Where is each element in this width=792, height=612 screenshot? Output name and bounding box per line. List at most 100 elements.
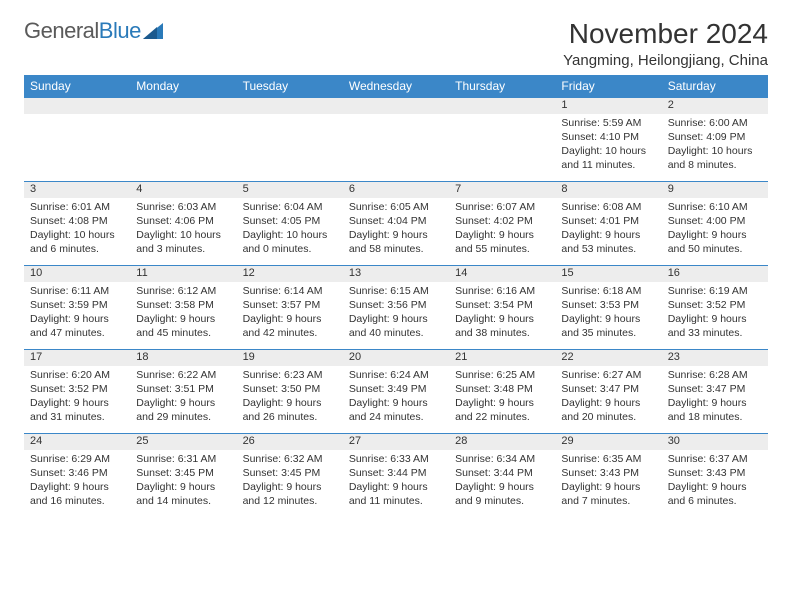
day-number-cell: 14: [449, 266, 555, 282]
day-number-cell: [343, 98, 449, 114]
logo-text-1: General: [24, 18, 99, 44]
day-number-cell: 21: [449, 350, 555, 366]
sunset-text: Sunset: 3:51 PM: [136, 382, 230, 396]
daylight-text: Daylight: 9 hours and 22 minutes.: [455, 396, 549, 424]
daylight-text: Daylight: 9 hours and 50 minutes.: [668, 228, 762, 256]
daylight-text: Daylight: 10 hours and 8 minutes.: [668, 144, 762, 172]
weekday-header-row: SundayMondayTuesdayWednesdayThursdayFrid…: [24, 75, 768, 98]
day-number-cell: [237, 98, 343, 114]
day-info-cell: Sunrise: 6:10 AMSunset: 4:00 PMDaylight:…: [662, 198, 768, 266]
day-info-cell: Sunrise: 6:03 AMSunset: 4:06 PMDaylight:…: [130, 198, 236, 266]
location-label: Yangming, Heilongjiang, China: [563, 52, 768, 69]
sunset-text: Sunset: 4:04 PM: [349, 214, 443, 228]
sunset-text: Sunset: 4:02 PM: [455, 214, 549, 228]
day-number-cell: 20: [343, 350, 449, 366]
sunset-text: Sunset: 3:59 PM: [30, 298, 124, 312]
day-number-cell: 16: [662, 266, 768, 282]
day-info-cell: Sunrise: 6:33 AMSunset: 3:44 PMDaylight:…: [343, 450, 449, 518]
day-info-row: Sunrise: 6:11 AMSunset: 3:59 PM Daylight:…: [24, 282, 768, 350]
day-number-cell: [24, 98, 130, 114]
sunrise-text: Sunrise: 6:19 AM: [668, 284, 762, 298]
day-number-cell: 3: [24, 182, 130, 198]
sunrise-text: Sunrise: 6:25 AM: [455, 368, 549, 382]
day-info-cell: Sunrise: 6:37 AMSunset: 3:43 PMDaylight:…: [662, 450, 768, 518]
sunrise-text: Sunrise: 6:11 AM: [30, 284, 124, 298]
sunset-text: Sunset: 3:47 PM: [668, 382, 762, 396]
sunrise-text: Sunrise: 6:37 AM: [668, 452, 762, 466]
sunrise-text: Sunrise: 6:20 AM: [30, 368, 124, 382]
month-title: November 2024: [563, 18, 768, 50]
day-info-cell: [130, 114, 236, 182]
day-info-cell: Sunrise: 6:04 AMSunset: 4:05 PMDaylight:…: [237, 198, 343, 266]
day-number-cell: 18: [130, 350, 236, 366]
sunset-text: Sunset: 3:56 PM: [349, 298, 443, 312]
sunrise-text: Sunrise: 6:27 AM: [561, 368, 655, 382]
day-info-cell: Sunrise: 6:05 AMSunset: 4:04 PMDaylight:…: [343, 198, 449, 266]
sunset-text: Sunset: 3:49 PM: [349, 382, 443, 396]
daylight-text: Daylight: 9 hours and 12 minutes.: [243, 480, 337, 508]
daylight-text: Daylight: 9 hours and 7 minutes.: [561, 480, 655, 508]
sunrise-text: Sunrise: 6:28 AM: [668, 368, 762, 382]
day-info-cell: Sunrise: 6:24 AMSunset: 3:49 PMDaylight:…: [343, 366, 449, 434]
daylight-text: Daylight: 9 hours and 6 minutes.: [668, 480, 762, 508]
sunrise-text: Sunrise: 6:29 AM: [30, 452, 124, 466]
sunrise-text: Sunrise: 6:03 AM: [136, 200, 230, 214]
title-block: November 2024 Yangming, Heilongjiang, Ch…: [563, 18, 768, 69]
sunset-text: Sunset: 4:08 PM: [30, 214, 124, 228]
sunset-text: Sunset: 3:44 PM: [455, 466, 549, 480]
daylight-text: Daylight: 9 hours and 31 minutes.: [30, 396, 124, 424]
day-info-cell: [343, 114, 449, 182]
daylight-text: Daylight: 9 hours and 14 minutes.: [136, 480, 230, 508]
day-info-row: Sunrise: 6:29 AMSunset: 3:46 PMDaylight:…: [24, 450, 768, 518]
day-info-cell: Sunrise: 6:35 AMSunset: 3:43 PMDaylight:…: [555, 450, 661, 518]
day-info-cell: Sunrise: 6:16 AMSunset: 3:54 PMDaylight:…: [449, 282, 555, 350]
day-number-cell: 6: [343, 182, 449, 198]
day-number-cell: 8: [555, 182, 661, 198]
day-info-cell: Sunrise: 6:32 AMSunset: 3:45 PMDaylight:…: [237, 450, 343, 518]
sunset-text: Sunset: 3:52 PM: [668, 298, 762, 312]
weekday-header: Thursday: [449, 75, 555, 98]
day-number-cell: 13: [343, 266, 449, 282]
sunrise-text: Sunrise: 5:59 AM: [561, 116, 655, 130]
day-number-cell: 23: [662, 350, 768, 366]
day-number-cell: 5: [237, 182, 343, 198]
daylight-text: Daylight: 9 hours and 9 minutes.: [455, 480, 549, 508]
sunset-text: Sunset: 3:52 PM: [30, 382, 124, 396]
sunset-text: Sunset: 3:43 PM: [561, 466, 655, 480]
day-info-cell: Sunrise: 6:29 AMSunset: 3:46 PMDaylight:…: [24, 450, 130, 518]
daylight-text: Daylight: 9 hours and 20 minutes.: [561, 396, 655, 424]
sunset-text: Sunset: 3:45 PM: [136, 466, 230, 480]
sunset-text: Sunset: 3:45 PM: [243, 466, 337, 480]
day-info-row: Sunrise: 5:59 AMSunset: 4:10 PMDaylight:…: [24, 114, 768, 182]
day-number-cell: 11: [130, 266, 236, 282]
sunrise-text: Sunrise: 6:10 AM: [668, 200, 762, 214]
day-number-cell: 29: [555, 434, 661, 450]
sunrise-text: Sunrise: 6:18 AM: [561, 284, 655, 298]
sunset-text: Sunset: 3:53 PM: [561, 298, 655, 312]
weekday-header: Wednesday: [343, 75, 449, 98]
day-info-cell: [237, 114, 343, 182]
day-number-cell: 4: [130, 182, 236, 198]
sunrise-text: Sunrise: 6:08 AM: [561, 200, 655, 214]
day-number-cell: 26: [237, 434, 343, 450]
day-info-cell: Sunrise: 5:59 AMSunset: 4:10 PMDaylight:…: [555, 114, 661, 182]
sunset-text: Sunset: 4:06 PM: [136, 214, 230, 228]
sunset-text: Sunset: 4:05 PM: [243, 214, 337, 228]
day-info-cell: Sunrise: 6:22 AMSunset: 3:51 PMDaylight:…: [130, 366, 236, 434]
sunrise-text: Sunrise: 6:15 AM: [349, 284, 443, 298]
daylight-text: Daylight: 9 hours and 35 minutes.: [561, 312, 655, 340]
day-number-cell: [449, 98, 555, 114]
sunrise-text: Sunrise: 6:35 AM: [561, 452, 655, 466]
day-info-cell: Sunrise: 6:00 AMSunset: 4:09 PMDaylight:…: [662, 114, 768, 182]
day-info-cell: Sunrise: 6:25 AMSunset: 3:48 PMDaylight:…: [449, 366, 555, 434]
sunset-text: Sunset: 4:01 PM: [561, 214, 655, 228]
day-info-cell: [449, 114, 555, 182]
day-number-cell: 15: [555, 266, 661, 282]
daylight-text: Daylight: 9 hours and 45 minutes.: [136, 312, 230, 340]
day-number-cell: 27: [343, 434, 449, 450]
day-number-row: 12: [24, 98, 768, 114]
day-number-cell: 22: [555, 350, 661, 366]
sunrise-text: Sunrise: 6:31 AM: [136, 452, 230, 466]
logo-text-2: Blue: [99, 18, 141, 44]
daylight-text: Daylight: 10 hours and 6 minutes.: [30, 228, 124, 256]
